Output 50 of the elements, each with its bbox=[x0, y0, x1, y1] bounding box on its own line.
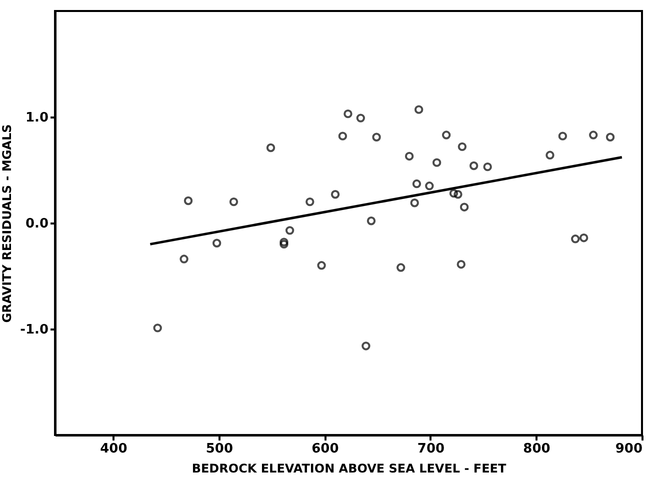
y-tick-label: -1.0 bbox=[20, 322, 48, 338]
point bbox=[414, 105, 424, 114]
x-tick-label: 700 bbox=[417, 442, 445, 456]
point bbox=[579, 233, 588, 242]
x-tick-label: 400 bbox=[100, 442, 128, 456]
point bbox=[483, 162, 492, 172]
point bbox=[317, 261, 326, 270]
point bbox=[404, 152, 414, 161]
point bbox=[338, 132, 348, 140]
point bbox=[306, 197, 314, 206]
point bbox=[469, 161, 478, 170]
point bbox=[330, 190, 340, 199]
point bbox=[442, 130, 451, 140]
point bbox=[432, 158, 442, 167]
y-tick-label: 0.0 bbox=[25, 216, 48, 232]
point bbox=[366, 216, 376, 226]
x-tick-label: 800 bbox=[523, 442, 550, 456]
point bbox=[571, 234, 580, 244]
point bbox=[356, 114, 366, 122]
point bbox=[280, 238, 288, 246]
y-axis-title: GRAVITY RESIDUALS - MGALS bbox=[0, 124, 14, 323]
point bbox=[266, 143, 276, 152]
point bbox=[588, 130, 598, 140]
x-axis-title: BEDROCK ELEVATION ABOVE SEA LEVEL - FEET bbox=[192, 462, 507, 476]
point bbox=[153, 324, 162, 332]
point bbox=[184, 196, 193, 206]
point bbox=[362, 342, 370, 350]
point bbox=[280, 240, 288, 249]
point bbox=[372, 132, 381, 142]
point bbox=[456, 260, 466, 269]
point bbox=[606, 132, 615, 142]
point bbox=[558, 132, 568, 140]
x-tick-label: 500 bbox=[206, 442, 234, 456]
point bbox=[412, 179, 422, 188]
point bbox=[212, 238, 222, 248]
point bbox=[180, 254, 188, 264]
point bbox=[229, 197, 238, 206]
point bbox=[344, 109, 352, 118]
x-tick-label: 600 bbox=[312, 442, 339, 456]
point bbox=[449, 188, 458, 198]
point bbox=[454, 190, 462, 199]
x-tick-label: 900 bbox=[615, 442, 642, 456]
point bbox=[460, 202, 469, 212]
point bbox=[396, 263, 406, 272]
y-tick-label: 1.0 bbox=[25, 110, 48, 126]
point bbox=[410, 198, 419, 208]
point bbox=[285, 226, 294, 235]
point bbox=[458, 142, 467, 152]
point bbox=[546, 150, 554, 160]
point bbox=[425, 182, 434, 190]
